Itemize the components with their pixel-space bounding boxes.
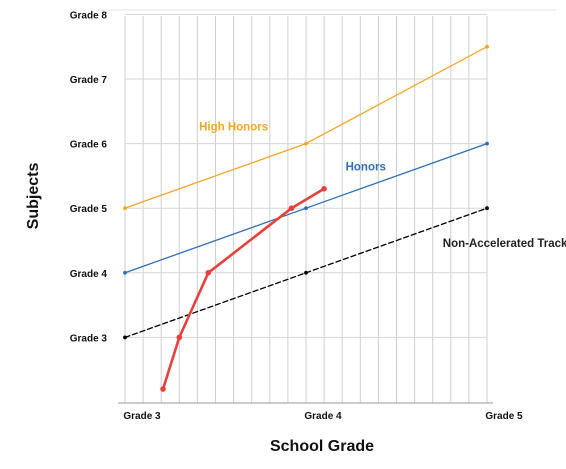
data-point	[485, 206, 489, 211]
x-axis-title: School Grade	[270, 438, 374, 455]
y-tick-label: Grade 8	[70, 10, 108, 21]
series-annotation: Non-Accelerated Track	[443, 238, 566, 250]
x-tick-label: Grade 4	[304, 411, 342, 422]
x-tick-label: Grade 3	[123, 411, 161, 422]
data-point	[176, 334, 183, 341]
series-annotation: Honors	[346, 162, 386, 174]
data-point	[304, 270, 308, 275]
data-point	[485, 141, 489, 146]
y-tick-label: Grade 4	[70, 269, 108, 280]
series-annotation: High Honors	[199, 122, 268, 134]
data-point	[288, 205, 295, 211]
data-point	[304, 206, 308, 211]
data-point	[304, 141, 308, 146]
series-line-3	[161, 187, 326, 391]
data-point	[485, 44, 489, 49]
data-point	[123, 270, 127, 275]
series-group	[123, 44, 489, 392]
y-axis-title: Subjects	[25, 163, 42, 230]
x-tick-label: Grade 5	[485, 411, 523, 422]
data-point	[321, 186, 327, 192]
y-tick-label: Grade 6	[70, 140, 108, 151]
annotations: High Honors Honors Non-Accelerated Track	[199, 122, 566, 250]
tick-labels: Grade 3 Grade 4 Grade 5 Grade 6 Grade 7 Grade…	[70, 10, 523, 422]
data-point	[205, 270, 212, 276]
data-point	[123, 206, 127, 211]
y-tick-label: Grade 7	[70, 75, 108, 86]
y-tick-label: Grade 5	[70, 204, 108, 215]
data-point	[160, 386, 166, 392]
data-point	[123, 335, 127, 340]
y-tick-label: Grade 3	[70, 333, 108, 344]
